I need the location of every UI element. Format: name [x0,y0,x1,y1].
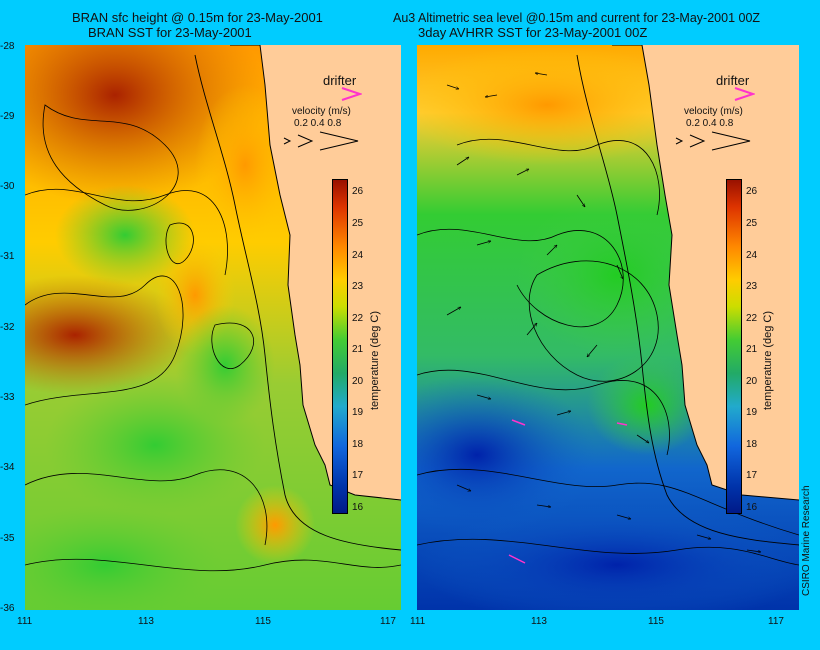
right-colorbar-label: temperature (deg C) [762,310,774,410]
right-land-area [612,45,799,610]
cb-tick: 21 [746,344,758,355]
left-sst-map [25,45,401,610]
cb-tick: 26 [746,186,758,197]
left-colorbar-label: temperature (deg C) [369,310,381,410]
cb-tick: 26 [352,186,364,197]
cb-tick: 22 [352,313,364,324]
left-land-area [230,45,401,610]
left-drifter-arrow-icon [341,87,362,101]
x-tick: 117 [768,616,784,627]
cb-tick: 18 [746,439,758,450]
right-drifter-track-3 [616,422,628,426]
y-tick: -30 [0,181,15,192]
cb-tick: 16 [352,502,364,513]
left-title-line2: BRAN SST for 23-May-2001 [88,25,252,40]
cb-tick: 21 [352,344,364,355]
cb-tick: 19 [746,407,758,418]
y-tick: -31 [0,251,15,262]
left-cool-patch-4 [25,505,225,610]
cb-tick: 25 [746,218,758,229]
right-colorbar [726,179,742,514]
left-velocity-scale: 0.2 0.4 0.8 [294,118,342,129]
left-map-panel [25,45,401,610]
cb-tick: 18 [352,439,364,450]
left-colorbar [332,179,348,514]
right-current-vectors [446,73,761,552]
left-contour-eddy-2 [211,322,255,369]
y-tick: -36 [0,603,15,614]
y-tick: -28 [0,41,15,52]
x-tick: 117 [380,616,396,627]
right-drifter-track-1 [511,419,526,426]
x-tick: 111 [17,616,33,627]
cb-tick: 17 [352,470,364,481]
left-warm-patch-south [235,485,315,565]
y-tick: -35 [0,533,15,544]
right-drifter-label: drifter [716,73,750,88]
left-velocity-label: velocity (m/s) [292,106,351,117]
cb-tick: 19 [352,407,364,418]
left-contour-shelf [194,54,401,551]
cb-tick: 23 [352,281,364,292]
left-title-line1: BRAN sfc height @ 0.15m for 23-May-2001 [72,10,323,25]
y-tick: -34 [0,462,15,473]
right-velocity-scale: 0.2 0.4 0.8 [686,118,734,129]
cb-tick: 16 [746,502,758,513]
left-contour-4 [25,469,268,546]
right-contour-eddy [528,260,659,382]
right-coastline [612,45,799,501]
cb-tick: 24 [746,250,758,261]
left-velocity-arrows-icon [283,131,359,151]
right-contour-shelf [576,54,799,546]
right-contour-3 [417,369,670,456]
right-title-line2: 3day AVHRR SST for 23-May-2001 00Z [418,25,648,40]
left-contour-1 [42,104,179,211]
left-contour-2 [25,188,228,276]
right-contour-5 [417,538,799,566]
x-tick: 115 [255,616,271,627]
right-cold-south [417,505,799,610]
left-cool-patch-1 [55,185,195,285]
left-warm-core-west [25,275,195,395]
left-coastline [230,45,401,501]
x-tick: 113 [531,616,547,627]
cb-tick: 23 [746,281,758,292]
x-tick: 113 [138,616,154,627]
right-warm-north [417,45,697,165]
right-title-line1: Au3 Altimetric sea level @0.15m and curr… [393,11,761,25]
credit-text: CSIRO Marine Research [801,485,812,596]
left-contour-3 [25,275,184,406]
right-drifter-arrow-icon [734,87,755,101]
right-contour-2 [417,228,624,328]
x-tick: 115 [648,616,664,627]
right-green-eddy [517,195,717,355]
right-contour-4 [417,468,799,536]
cb-tick: 24 [352,250,364,261]
y-tick: -32 [0,322,15,333]
left-contour-eddy [165,222,194,264]
left-cool-patch-3 [45,375,265,515]
cb-tick: 17 [746,470,758,481]
cb-tick: 20 [746,376,758,387]
cb-tick: 20 [352,376,364,387]
right-contour-1 [456,138,660,216]
right-cold-west [417,375,597,535]
right-velocity-label: velocity (m/s) [684,106,743,117]
x-tick: 111 [410,616,426,627]
cb-tick: 25 [352,218,364,229]
right-drifter-track-2 [508,554,526,564]
left-drifter-label: drifter [323,73,357,88]
left-contour-5 [25,558,401,572]
cb-tick: 22 [746,313,758,324]
right-velocity-arrows-icon [675,131,751,151]
y-tick: -33 [0,392,15,403]
y-tick: -29 [0,111,15,122]
